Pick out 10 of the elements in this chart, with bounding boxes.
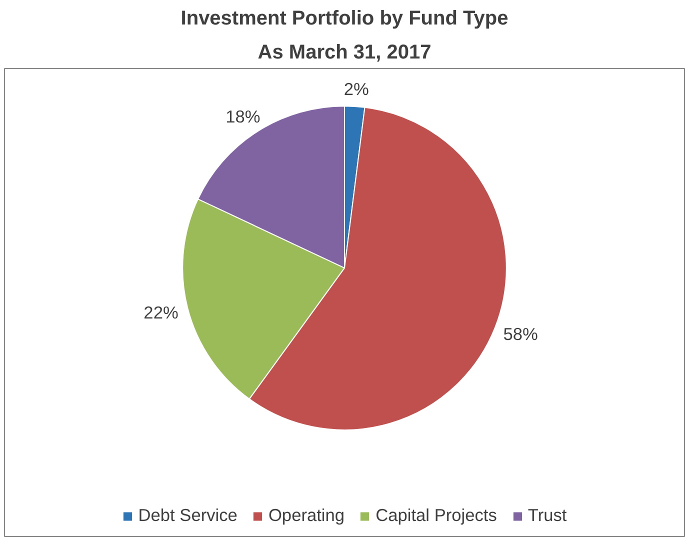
data-label: 58% [503, 324, 538, 344]
chart-title: Investment Portfolio by Fund Type [180, 8, 508, 30]
data-label: 2% [344, 78, 369, 99]
data-label: 18% [226, 106, 260, 126]
legend-label: Operating [268, 505, 345, 526]
legend-label: Capital Projects [376, 505, 497, 526]
data-label: 22% [144, 302, 178, 323]
legend-label: Trust [528, 505, 567, 526]
legend-label: Debt Service [138, 505, 238, 526]
chart-subtitle: As March 31, 2017 [258, 42, 432, 64]
